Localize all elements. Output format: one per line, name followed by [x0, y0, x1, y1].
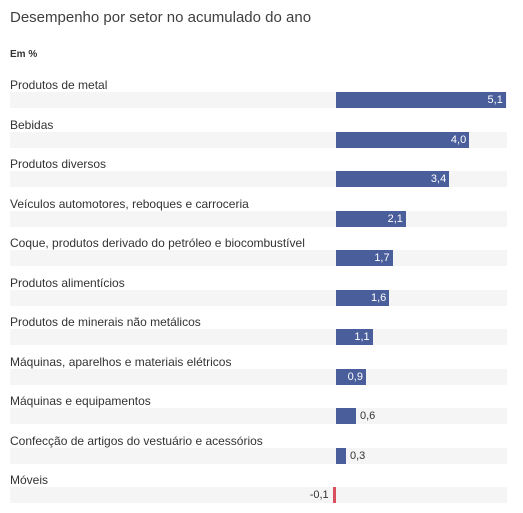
bar-track: [10, 210, 507, 227]
bar-row: Produtos alimentícios 1,6: [0, 276, 523, 316]
bar-row: Coque, produtos derivado do petróleo e b…: [0, 236, 523, 276]
value-label: 1,6: [370, 291, 387, 304]
bar-positive: [336, 210, 406, 227]
value-label: 4,0: [450, 133, 467, 146]
category-label: Produtos diversos: [10, 157, 107, 171]
bar-row: Veículos automotores, reboques e carroce…: [0, 197, 523, 237]
value-label: -0,1: [309, 489, 329, 501]
bar-positive: [336, 408, 356, 424]
chart-title: Desempenho por setor no acumulado do ano: [10, 9, 312, 26]
value-label: 0,3: [349, 449, 366, 462]
bar-positive: [336, 171, 450, 187]
bar-positive: [336, 329, 373, 345]
category-label: Produtos de minerais não metálicos: [10, 315, 201, 329]
bar-track: [10, 447, 507, 464]
bar-row: Móveis -0,1: [0, 473, 523, 513]
category-label: Máquinas e equipamentos: [10, 394, 151, 408]
bar-row: Produtos diversos 3,4: [0, 157, 523, 197]
bar-row: Máquinas, aparelhos e materiais elétrico…: [0, 355, 523, 395]
bar-positive: [336, 92, 506, 108]
bar-row: Produtos de minerais não metálicos 1,1: [0, 315, 523, 355]
bar-positive: [336, 368, 366, 385]
value-label: 5,1: [487, 94, 503, 106]
bar-track: [10, 408, 507, 424]
bar-negative: [332, 487, 336, 503]
bar-row: Produtos de metal 5,1: [0, 78, 523, 118]
bar-positive: [336, 447, 346, 464]
bar-track: [10, 487, 507, 503]
category-label: Produtos de metal: [10, 78, 108, 92]
bar-row: Confecção de artigos do vestuário e aces…: [0, 434, 523, 474]
value-label: 1,1: [354, 331, 370, 343]
bar-track: [10, 329, 507, 345]
value-label: 2,1: [387, 212, 403, 225]
category-label: Máquinas, aparelhos e materiais elétrico…: [10, 354, 232, 369]
bar-row: Máquinas e equipamentos 0,6: [0, 394, 523, 434]
bar-positive: [336, 289, 390, 306]
category-label: Móveis: [10, 473, 49, 487]
bar-track: [10, 289, 507, 306]
value-label: 0,6: [359, 410, 376, 422]
bar-track: [10, 250, 507, 266]
bar-positive: [336, 131, 470, 148]
category-label: Bebidas: [10, 117, 54, 132]
bar-track: [10, 368, 507, 385]
value-label: 1,7: [374, 252, 390, 264]
category-label: Veículos automotores, reboques e carroce…: [10, 196, 249, 211]
category-label: Coque, produtos derivado do petróleo e b…: [10, 236, 305, 250]
bar-row: Bebidas 4,0: [0, 118, 523, 158]
category-label: Confecção de artigos do vestuário e aces…: [10, 433, 263, 448]
value-label: 0,9: [347, 370, 363, 383]
value-label: 3,4: [430, 173, 447, 185]
category-label: Produtos alimentícios: [10, 275, 125, 290]
chart-unit: Em %: [10, 49, 38, 60]
bar-positive: [336, 250, 393, 266]
